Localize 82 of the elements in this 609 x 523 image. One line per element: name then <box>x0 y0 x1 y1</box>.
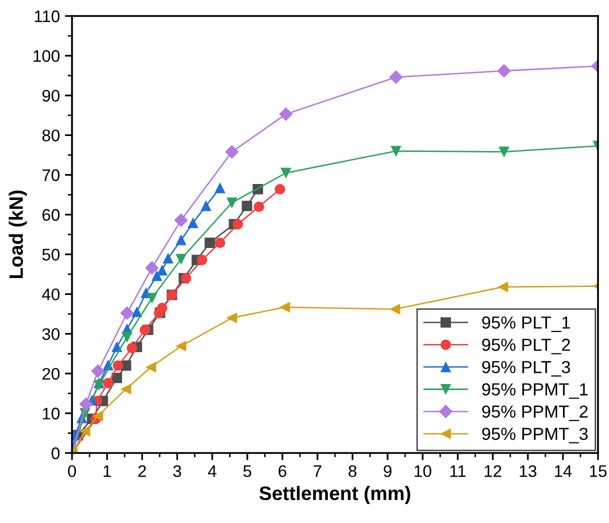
x-tick-label: 6 <box>278 465 286 478</box>
point <box>214 182 226 194</box>
y-tick-label: 0 <box>52 447 60 460</box>
point <box>188 218 198 228</box>
point <box>280 302 290 312</box>
point <box>214 238 226 248</box>
point <box>498 282 508 292</box>
x-tick-label: 13 <box>520 465 536 478</box>
y-tick-label: 80 <box>42 130 60 142</box>
point <box>232 218 244 230</box>
point <box>200 200 212 212</box>
x-tick-label: 4 <box>208 465 216 477</box>
point <box>120 384 132 394</box>
y-tick-label: 110 <box>34 10 60 22</box>
point <box>120 306 134 320</box>
x-tick-label: 3 <box>173 465 182 478</box>
x-tick-label: 0 <box>68 465 76 478</box>
y-axis-title: Load (kN) <box>8 190 27 278</box>
point <box>92 410 104 422</box>
point <box>156 302 168 314</box>
y-tick-label: 60 <box>42 209 60 221</box>
point <box>176 254 186 264</box>
legend-label: 95% PPMT_1 <box>482 383 588 399</box>
x-tick-label: 8 <box>348 465 356 478</box>
point <box>497 64 511 78</box>
y-tick-label: 100 <box>34 50 60 62</box>
point <box>242 200 252 212</box>
point <box>91 364 105 378</box>
y-tick-label: 10 <box>42 408 60 420</box>
point <box>279 107 293 121</box>
point <box>390 146 402 156</box>
point <box>176 340 186 352</box>
point <box>196 254 208 266</box>
point <box>156 265 168 276</box>
point <box>274 184 286 194</box>
point <box>122 332 132 342</box>
x-tick-label: 10 <box>414 465 432 478</box>
point <box>140 324 150 336</box>
point <box>112 372 122 384</box>
y-tick-label: 90 <box>42 90 60 102</box>
y-tick-label: 50 <box>42 248 60 261</box>
point <box>174 213 188 227</box>
point <box>176 234 186 246</box>
x-tick-label: 5 <box>243 465 252 478</box>
point <box>80 426 90 436</box>
point <box>280 168 292 178</box>
point <box>204 238 216 248</box>
x-tick-label: 15 <box>590 465 607 478</box>
point <box>102 378 114 388</box>
x-tick-label: 12 <box>484 465 502 477</box>
legend-label: 95% PPMT_3 <box>482 428 588 444</box>
y-tick-label: 70 <box>42 169 60 182</box>
legend-label: 95% PLT_2 <box>482 338 570 354</box>
point <box>146 292 158 304</box>
y-tick-label: 30 <box>42 328 60 340</box>
point <box>132 306 142 318</box>
point <box>146 362 156 372</box>
legend-label: 95% PPMT_2 <box>482 405 588 422</box>
x-tick-label: 11 <box>450 465 466 477</box>
x-tick-label: 9 <box>384 465 392 478</box>
point <box>126 342 138 354</box>
point <box>254 201 264 212</box>
point <box>389 70 403 84</box>
legend-label: 95% PLT_1 <box>482 316 570 332</box>
x-tick-label: 1 <box>104 465 111 477</box>
point <box>226 312 238 324</box>
point <box>162 253 174 264</box>
point <box>226 198 238 208</box>
y-tick-label: 40 <box>42 288 60 300</box>
x-axis-title: Settlement (mm) <box>259 486 410 504</box>
point <box>145 261 159 275</box>
point <box>498 146 510 158</box>
x-tick-label: 14 <box>554 465 572 477</box>
point <box>112 360 124 371</box>
point <box>390 304 400 314</box>
x-tick-label: 2 <box>138 465 146 477</box>
y-tick-label: 20 <box>42 368 60 380</box>
point <box>225 145 239 159</box>
point <box>152 270 162 282</box>
legend-label: 95% PLT_3 <box>482 360 570 377</box>
point <box>79 397 93 411</box>
x-tick-label: 7 <box>314 465 322 477</box>
